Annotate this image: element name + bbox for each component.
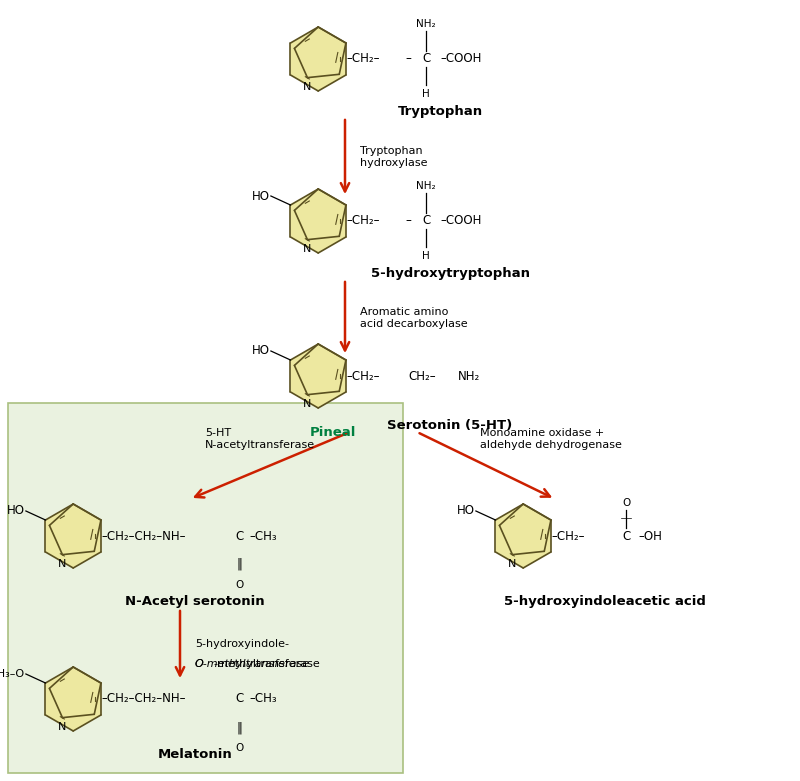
Text: O: O <box>195 659 204 669</box>
Text: 5-hydroxyindole-: 5-hydroxyindole- <box>195 639 289 649</box>
Text: –OH: –OH <box>638 530 662 543</box>
Polygon shape <box>499 504 551 555</box>
Text: N: N <box>303 244 312 254</box>
Polygon shape <box>50 504 101 555</box>
Text: NH₂: NH₂ <box>458 369 481 383</box>
Text: NH₂: NH₂ <box>417 181 436 191</box>
Text: ‖: ‖ <box>236 721 242 734</box>
Text: -methyltransferase: -methyltransferase <box>213 659 320 669</box>
Text: O: O <box>235 743 243 753</box>
Text: NH₂: NH₂ <box>417 19 436 29</box>
Text: N: N <box>508 558 517 569</box>
Text: –COOH: –COOH <box>440 215 482 227</box>
Text: 5-hydroxytryptophan: 5-hydroxytryptophan <box>370 266 530 280</box>
Text: Serotonin (5-HT): Serotonin (5-HT) <box>387 419 513 433</box>
Text: O: O <box>235 580 243 590</box>
Text: –CH₂–CH₂–NH–: –CH₂–CH₂–NH– <box>102 693 186 705</box>
FancyBboxPatch shape <box>8 403 403 773</box>
Text: HO: HO <box>7 505 25 518</box>
Polygon shape <box>495 504 551 568</box>
Text: Tryptophan: Tryptophan <box>398 105 482 117</box>
Text: N: N <box>303 398 312 408</box>
Text: C: C <box>622 530 630 543</box>
Polygon shape <box>294 189 346 240</box>
Text: HO: HO <box>252 344 270 358</box>
Text: Tryptophan
hydroxylase: Tryptophan hydroxylase <box>360 146 427 168</box>
Polygon shape <box>50 667 101 718</box>
Text: N: N <box>303 82 312 91</box>
Text: –CH₂–CH₂–NH–: –CH₂–CH₂–NH– <box>102 530 186 543</box>
Text: O-methyltransferase: O-methyltransferase <box>195 659 310 669</box>
Polygon shape <box>46 667 101 731</box>
Text: 5-HT
N-acetyltransferase: 5-HT N-acetyltransferase <box>205 428 315 450</box>
Text: CH₂–: CH₂– <box>408 369 436 383</box>
Text: H: H <box>422 251 430 261</box>
Text: C: C <box>422 215 430 227</box>
Text: Pineal: Pineal <box>310 426 356 440</box>
Polygon shape <box>294 27 346 77</box>
Text: ‖: ‖ <box>236 558 242 571</box>
Text: HO: HO <box>252 190 270 202</box>
Text: –COOH: –COOH <box>440 52 482 66</box>
Text: Monoamine oxidase +
aldehyde dehydrogenase: Monoamine oxidase + aldehyde dehydrogena… <box>480 428 622 450</box>
Polygon shape <box>290 27 346 91</box>
Text: C: C <box>235 530 243 543</box>
Polygon shape <box>290 344 346 408</box>
Text: H: H <box>422 89 430 99</box>
Text: C: C <box>235 693 243 705</box>
Text: HO: HO <box>457 505 475 518</box>
Text: –CH₂–: –CH₂– <box>346 215 380 227</box>
Polygon shape <box>46 504 101 568</box>
Text: –CH₂–: –CH₂– <box>346 52 380 66</box>
Polygon shape <box>294 344 346 394</box>
Text: –CH₃: –CH₃ <box>250 693 277 705</box>
Text: CH₃–O: CH₃–O <box>0 669 25 679</box>
Text: Aromatic amino
acid decarboxylase: Aromatic amino acid decarboxylase <box>360 307 468 329</box>
Text: –CH₃: –CH₃ <box>250 530 277 543</box>
Text: N: N <box>58 722 66 732</box>
Text: O: O <box>622 498 630 508</box>
Text: N: N <box>58 558 66 569</box>
Text: 5-hydroxyindoleacetic acid: 5-hydroxyindoleacetic acid <box>504 594 706 608</box>
Text: –CH₂–: –CH₂– <box>551 530 585 543</box>
Text: –CH₂–: –CH₂– <box>346 369 380 383</box>
Text: N-Acetyl serotonin: N-Acetyl serotonin <box>125 594 265 608</box>
Text: C: C <box>422 52 430 66</box>
Text: –: – <box>406 52 411 66</box>
Text: –: – <box>406 215 411 227</box>
Text: Melatonin: Melatonin <box>158 747 232 761</box>
Polygon shape <box>290 189 346 253</box>
